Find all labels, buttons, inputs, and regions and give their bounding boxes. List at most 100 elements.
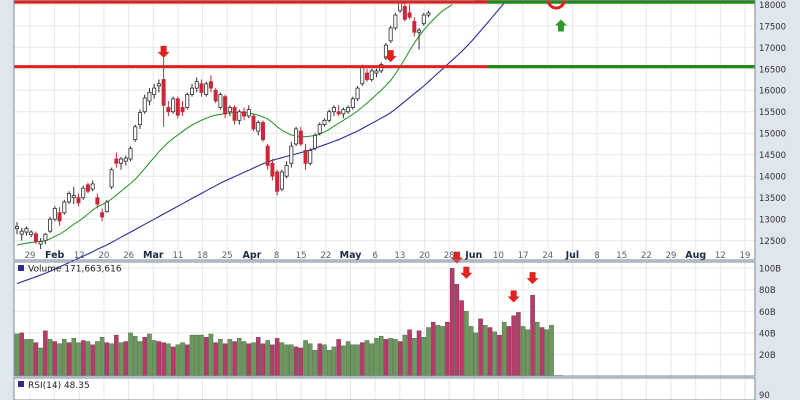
x-tick-label: 11	[173, 251, 184, 261]
x-tick-label: Apr	[242, 250, 261, 261]
volume-bar	[265, 340, 270, 377]
candle	[232, 105, 237, 125]
candle-body	[322, 119, 327, 126]
candle-body	[346, 107, 351, 113]
x-tick-label: 22	[320, 251, 331, 261]
volume-bar	[407, 329, 412, 377]
x-tick-label: 20	[99, 251, 110, 261]
volume-bar	[246, 343, 252, 377]
x-tick-label: May	[340, 250, 363, 261]
candle-body	[407, 12, 412, 18]
candle	[156, 79, 161, 93]
volume-bar	[393, 339, 398, 377]
volume-bar	[501, 321, 507, 377]
candle	[185, 92, 190, 110]
candle	[308, 148, 313, 166]
candle-body	[312, 134, 317, 149]
candle-body	[29, 231, 34, 236]
volume-bar	[426, 327, 431, 377]
volume-bar	[47, 339, 53, 377]
volume-bar	[208, 333, 214, 377]
candle	[242, 107, 247, 121]
candle-body	[57, 212, 62, 222]
volume-bar	[24, 339, 29, 377]
candle-body	[190, 87, 195, 95]
volume-bar	[128, 332, 133, 377]
volume-bar	[506, 326, 512, 377]
candle-body	[412, 21, 417, 33]
volume-bar	[374, 338, 379, 377]
candle-body	[194, 81, 199, 89]
candle	[208, 75, 213, 93]
volume-legend-swatch	[18, 265, 24, 271]
volume-signal-arrow	[450, 251, 463, 264]
volume-bar	[369, 343, 374, 377]
volume-bar	[464, 311, 469, 377]
candle-body	[175, 98, 180, 116]
candle	[374, 68, 379, 78]
volume-bar	[298, 347, 304, 377]
candle-body	[331, 107, 336, 113]
candle	[275, 169, 280, 196]
volume-bar	[166, 343, 171, 377]
volume-bar	[255, 337, 261, 377]
volume-bar	[473, 332, 479, 377]
volume-bar	[251, 342, 256, 377]
x-tick-label: 15	[616, 251, 627, 261]
candle-body	[71, 195, 76, 199]
volume-bar	[185, 344, 190, 377]
x-tick-label: 22	[641, 251, 652, 261]
x-tick-label: Aug	[685, 250, 706, 261]
volume-bar	[459, 300, 464, 377]
candle	[104, 199, 109, 213]
volume-bar	[355, 344, 360, 377]
volume-title: Volume 171,663,616	[28, 265, 122, 275]
candle	[147, 88, 152, 106]
candle-body	[369, 70, 374, 80]
volume-bar	[270, 344, 275, 377]
volume-bar	[161, 342, 166, 377]
candle	[194, 77, 199, 93]
volume-bar	[222, 343, 228, 377]
candle	[298, 126, 303, 147]
volume-y-tick-label: 60B	[759, 308, 776, 318]
candle-body	[38, 241, 43, 245]
volume-bar	[383, 339, 389, 377]
volume-bar	[137, 341, 143, 377]
candle	[341, 107, 346, 119]
volume-bar	[440, 326, 445, 377]
candle-body	[119, 158, 124, 164]
candle-body	[421, 14, 426, 25]
candle-body	[133, 126, 138, 141]
candle	[331, 105, 336, 117]
rsi-y-tick-label: 90	[759, 391, 770, 400]
candle-body	[33, 233, 38, 242]
candle	[265, 143, 270, 170]
volume-bar	[544, 329, 550, 377]
candle-body	[265, 145, 270, 166]
volume-bar	[189, 334, 195, 377]
volume-signal-arrow	[526, 272, 539, 285]
candle-body	[242, 111, 247, 117]
candle	[81, 185, 86, 200]
candle-body	[298, 130, 303, 145]
candle	[289, 141, 294, 168]
candle	[100, 208, 105, 222]
candle	[412, 17, 417, 37]
candle	[251, 113, 256, 132]
candle-body	[85, 184, 90, 192]
candle	[322, 118, 327, 127]
candle-body	[204, 83, 209, 95]
candle	[204, 81, 209, 97]
candle	[71, 186, 76, 205]
volume-bar	[52, 341, 58, 377]
price-panel-border	[13, 0, 756, 261]
candle-body	[161, 79, 166, 106]
candle	[355, 85, 360, 101]
candle	[346, 105, 351, 114]
volume-bar	[345, 341, 351, 377]
volume-bar	[279, 342, 285, 377]
price-y-tick-label: 18000	[759, 1, 786, 11]
candle-body	[279, 171, 284, 190]
